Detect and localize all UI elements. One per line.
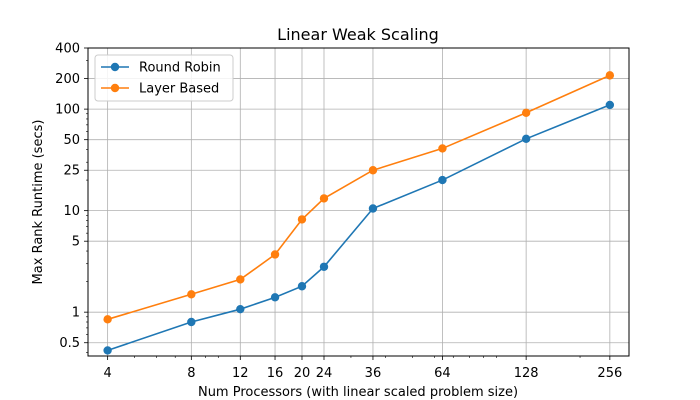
x-tick-label: 24 xyxy=(316,366,333,381)
y-tick-label: 5 xyxy=(72,235,80,250)
series-layer-based xyxy=(103,71,615,324)
data-point xyxy=(270,293,280,302)
x-axis-ticks: 4 8 12 16 20 24 36 64 128 256 xyxy=(103,356,622,381)
series-round-robin xyxy=(103,100,615,355)
legend: Round Robin Layer Based xyxy=(94,54,234,102)
data-point xyxy=(438,175,447,185)
x-tick-label: 36 xyxy=(365,366,382,381)
data-point xyxy=(368,204,378,213)
data-point xyxy=(236,275,245,284)
data-point xyxy=(438,144,447,153)
series-line xyxy=(107,104,611,352)
data-point xyxy=(605,100,615,110)
data-point xyxy=(297,215,307,224)
grid xyxy=(88,47,629,356)
data-point xyxy=(605,71,615,80)
data-point xyxy=(103,315,112,324)
plot-frame xyxy=(87,47,630,357)
data-point xyxy=(521,108,531,117)
data-point xyxy=(297,282,307,291)
y-tick-label: 1 xyxy=(72,306,80,321)
data-point xyxy=(319,194,329,203)
legend-swatch-marker xyxy=(110,83,120,93)
series xyxy=(103,71,615,355)
y-tick-label: 0.5 xyxy=(59,336,80,351)
y-axis-label: Max Rank Runtime (secs) xyxy=(31,120,46,285)
legend-swatch-marker xyxy=(110,62,120,72)
x-tick-label: 20 xyxy=(294,366,311,381)
y-tick-label: 25 xyxy=(63,164,80,179)
y-tick-label: 50 xyxy=(63,133,80,148)
x-tick-label: 8 xyxy=(187,366,195,381)
x-tick-label: 12 xyxy=(232,366,249,381)
y-tick-label: 10 xyxy=(63,204,80,219)
legend-box xyxy=(94,54,234,102)
data-point xyxy=(187,317,196,327)
legend-label: Round Robin xyxy=(139,61,221,76)
y-tick-label: 200 xyxy=(55,72,80,87)
data-point xyxy=(270,250,280,259)
y-tick-label: 100 xyxy=(55,103,80,118)
y-axis-ticks: 0.5 1 5 10 25 50 100 200 400 xyxy=(55,42,88,353)
x-tick-label: 16 xyxy=(267,366,284,381)
x-tick-label: 256 xyxy=(597,366,622,381)
x-tick-label: 4 xyxy=(103,366,111,381)
data-point xyxy=(187,290,196,299)
data-point xyxy=(236,304,245,314)
data-point xyxy=(103,346,112,355)
data-point xyxy=(521,134,531,144)
y-tick-label: 400 xyxy=(55,42,80,57)
chart-title: Linear Weak Scaling xyxy=(277,25,439,44)
series-line xyxy=(107,74,611,321)
x-tick-label: 128 xyxy=(514,366,539,381)
data-point xyxy=(319,262,329,271)
x-axis-label: Num Processors (with linear scaled probl… xyxy=(198,385,518,400)
legend-label: Layer Based xyxy=(139,82,219,97)
data-point xyxy=(368,166,378,175)
x-tick-label: 64 xyxy=(434,366,451,381)
